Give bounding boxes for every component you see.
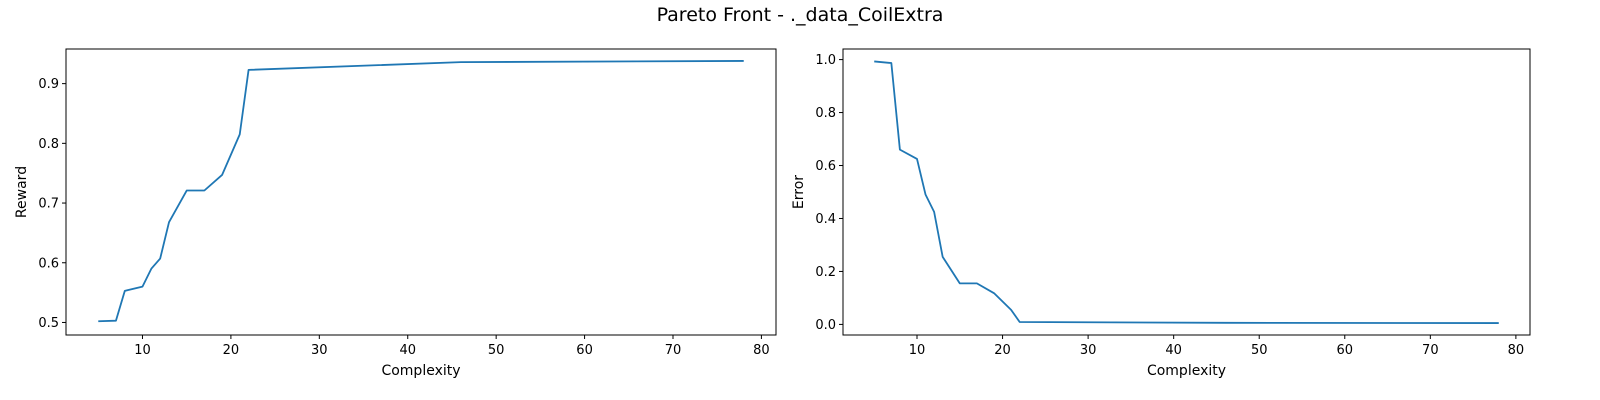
chart-1-y-tick-label: 0.8 (38, 137, 59, 152)
chart-2-x-axis-label: Complexity (1147, 363, 1226, 379)
chart-1-x-tick-label: 70 (665, 343, 682, 358)
chart-1-series-line-1 (98, 60, 744, 323)
chart-2-x-tick-label: 60 (1337, 343, 1354, 358)
chart-1-x-tick-label: 30 (311, 343, 328, 358)
chart-2-series-line-1 (874, 60, 1499, 324)
chart-2-x-tick-label: 40 (1165, 343, 1182, 358)
chart-1-y-tick-label: 0.9 (38, 77, 59, 92)
chart-1-x-tick-label: 40 (399, 343, 416, 358)
chart-1-y-axis-label: Reward (14, 166, 30, 218)
chart-2-x-tick-label: 10 (909, 343, 926, 358)
chart-2-y-tick-label: 0.6 (815, 159, 836, 174)
chart-2-x-tick-label: 80 (1508, 343, 1525, 358)
chart-1-x-axis-label: Complexity (381, 363, 460, 379)
chart-1-axes: 10 20 30 40 50 60 70 80 0.5 0.6 0.7 0.8 0.9 Complexit… (14, 48, 777, 379)
chart-2-y-tick-label: 0.8 (815, 106, 836, 121)
chart-2-axes: 10 20 30 40 50 60 70 80 0.0 0.2 0.4 0.6 0.8 1.0 Comple… (791, 48, 1531, 379)
chart-1-x-tick-label: 50 (488, 343, 505, 358)
chart-2-y-axis-label: Error (791, 175, 807, 209)
chart-1-x-tick-label: 10 (134, 343, 151, 358)
chart-1-y-tick-label: 0.5 (38, 316, 59, 331)
chart-1-x-tick-label: 80 (753, 343, 770, 358)
chart-2-x-tick-label: 70 (1422, 343, 1439, 358)
chart-1-y-tick-label: 0.6 (38, 256, 59, 271)
chart-1-y-tick-label: 0.7 (38, 197, 59, 212)
chart-1-x-tick-label: 60 (576, 343, 593, 358)
chart-2-x-tick-label: 50 (1251, 343, 1268, 358)
chart-1-x-tick-label: 20 (223, 343, 240, 358)
chart-2-y-tick-label: 0.4 (815, 212, 836, 227)
chart-2-x-tick-label: 30 (1080, 343, 1097, 358)
figure-title: Pareto Front - ._data_CoilExtra (656, 4, 944, 26)
chart-2-y-tick-label: 0.0 (815, 318, 836, 333)
chart-2-y-tick-label: 1.0 (815, 53, 836, 68)
chart-2-x-tick-label: 20 (994, 343, 1011, 358)
chart-2-y-tick-label: 0.2 (815, 265, 836, 280)
chart-1-axes-frame (65, 48, 777, 336)
chart-2-axes-frame (842, 48, 1531, 336)
